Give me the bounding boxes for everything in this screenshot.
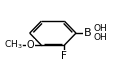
Text: OH: OH <box>94 24 108 33</box>
Text: O: O <box>27 40 34 50</box>
Text: B: B <box>84 28 91 38</box>
Text: OH: OH <box>94 33 108 42</box>
Text: CH$_3$: CH$_3$ <box>3 39 22 51</box>
Text: F: F <box>61 51 67 61</box>
